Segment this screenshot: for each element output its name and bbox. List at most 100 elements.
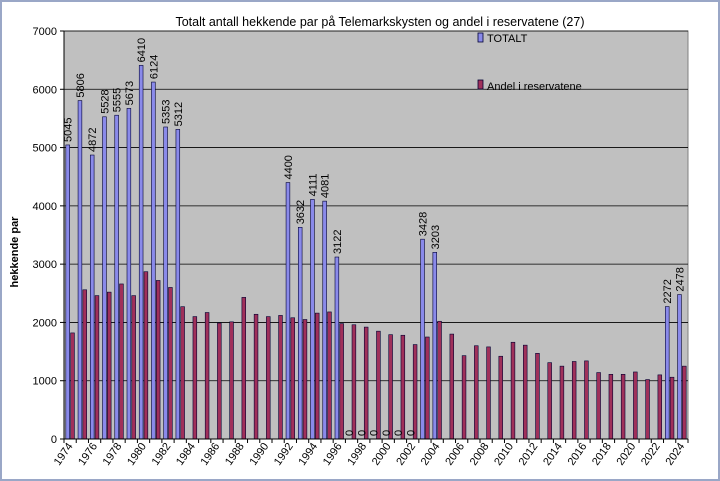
legend-label-totalt: TOTALT bbox=[487, 33, 528, 45]
bar-totalt bbox=[138, 65, 144, 440]
y-axis-title: hekkende par bbox=[9, 216, 21, 288]
y-tick-label: 1000 bbox=[33, 376, 57, 388]
data-label: 3122 bbox=[332, 230, 344, 254]
data-label: 5673 bbox=[124, 81, 136, 105]
bar-andel bbox=[107, 291, 112, 440]
y-tick-label: 6000 bbox=[33, 84, 57, 96]
y-tick-label: 5000 bbox=[33, 143, 57, 155]
bar-andel bbox=[669, 376, 675, 440]
data-label: 4400 bbox=[283, 155, 295, 179]
bar-andel bbox=[119, 283, 124, 440]
bar-andel bbox=[192, 316, 198, 440]
legend: TOTALT Andel i reservatene bbox=[477, 32, 582, 93]
bar-totalt bbox=[151, 81, 156, 440]
bar-andel bbox=[437, 320, 442, 440]
bar-andel bbox=[388, 334, 393, 440]
bar-andel bbox=[559, 365, 565, 440]
bar-totalt bbox=[126, 108, 132, 440]
chart-title: Totalt antall hekkende par på Telemarksk… bbox=[175, 15, 584, 29]
bar-andel bbox=[461, 355, 467, 440]
bar-andel bbox=[94, 295, 100, 440]
y-tick-label: 2000 bbox=[33, 317, 57, 329]
bar-totalt bbox=[420, 238, 425, 440]
data-label: 0 bbox=[405, 430, 417, 436]
legend-swatch-totalt bbox=[477, 32, 484, 43]
bar-totalt bbox=[322, 200, 327, 440]
data-label: 4872 bbox=[87, 128, 99, 152]
gridlines bbox=[64, 30, 688, 382]
bar-andel bbox=[315, 312, 320, 440]
bar-andel bbox=[633, 371, 638, 440]
data-label: 3203 bbox=[430, 225, 442, 249]
data-label: 0 bbox=[344, 430, 356, 436]
bar-andel bbox=[657, 374, 663, 440]
bar-andel bbox=[143, 271, 149, 440]
bar-andel bbox=[278, 315, 283, 440]
data-label: 5528 bbox=[99, 89, 111, 113]
data-label: 5806 bbox=[75, 73, 87, 97]
bar-totalt bbox=[89, 154, 95, 440]
data-label: 2478 bbox=[674, 267, 686, 291]
bar-andel bbox=[155, 280, 161, 440]
bar-andel bbox=[474, 345, 479, 440]
bar-andel bbox=[571, 361, 577, 440]
data-label: 5353 bbox=[161, 100, 173, 124]
bar-totalt bbox=[163, 126, 168, 440]
bar-andel bbox=[425, 336, 430, 440]
bar-andel bbox=[449, 333, 455, 440]
bar-andel bbox=[327, 311, 332, 440]
bar-andel bbox=[168, 287, 173, 440]
bar-andel bbox=[302, 319, 308, 440]
data-label: 6410 bbox=[136, 38, 148, 62]
bar-totalt bbox=[677, 294, 682, 440]
bar-andel bbox=[620, 374, 626, 440]
bar-totalt bbox=[102, 116, 107, 440]
bar-andel bbox=[70, 332, 75, 440]
data-label: 0 bbox=[393, 430, 405, 436]
data-label: 5045 bbox=[63, 117, 75, 141]
bar-andel bbox=[266, 316, 271, 440]
data-label: 3428 bbox=[418, 212, 430, 236]
data-label: 5555 bbox=[112, 88, 124, 112]
legend-swatch-andel bbox=[477, 79, 484, 90]
bar-andel bbox=[486, 346, 491, 440]
y-tick-label: 4000 bbox=[33, 201, 57, 213]
bar-andel bbox=[241, 297, 247, 440]
data-label: 0 bbox=[369, 430, 381, 436]
bar-andel bbox=[290, 317, 295, 440]
bar-totalt bbox=[77, 100, 83, 440]
bar-andel bbox=[351, 324, 357, 440]
bar-andel bbox=[584, 360, 589, 440]
bar-andel bbox=[131, 295, 136, 440]
bar-andel bbox=[363, 326, 369, 440]
bar-totalt bbox=[114, 114, 119, 440]
bar-andel bbox=[510, 341, 516, 440]
bar-andel bbox=[400, 334, 406, 440]
bar-totalt bbox=[65, 144, 70, 440]
bar-andel bbox=[217, 322, 222, 440]
bar-andel bbox=[229, 321, 234, 440]
bar-andel bbox=[596, 372, 601, 440]
y-tick-label: 0 bbox=[51, 434, 57, 446]
bar-andel bbox=[645, 379, 650, 440]
bar-totalt bbox=[297, 227, 303, 440]
data-label: 2272 bbox=[662, 279, 674, 303]
bar-totalt bbox=[285, 182, 291, 440]
bar-andel bbox=[204, 312, 210, 440]
data-label: 4111 bbox=[307, 174, 319, 197]
bars bbox=[65, 65, 687, 440]
bar-andel bbox=[682, 365, 687, 440]
data-label: 5312 bbox=[173, 102, 185, 126]
legend-label-andel: Andel i reservatene bbox=[487, 81, 582, 93]
y-tick-label: 7000 bbox=[33, 26, 57, 38]
bar-totalt bbox=[665, 306, 670, 440]
bar-andel bbox=[412, 344, 418, 440]
data-label: 6124 bbox=[148, 55, 160, 79]
bar-totalt bbox=[334, 256, 340, 440]
plot-area bbox=[63, 30, 689, 440]
bar-andel bbox=[339, 323, 344, 440]
bar-andel bbox=[82, 289, 87, 440]
bar-andel bbox=[523, 344, 528, 440]
